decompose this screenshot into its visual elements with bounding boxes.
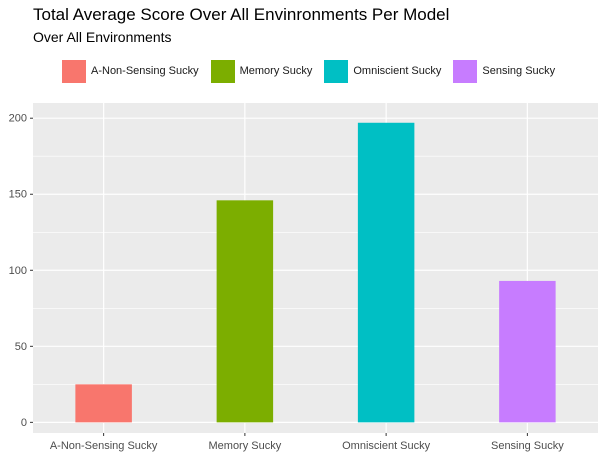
legend-item: Sensing Sucky [453, 59, 556, 83]
x-tick-label: Sensing Sucky [491, 440, 564, 452]
legend-item: Memory Sucky [210, 59, 313, 83]
legend-key [453, 59, 478, 83]
y-tick-label: 100 [9, 265, 27, 277]
legend-label: Omniscient Sucky [353, 65, 442, 77]
x-tick-label: Omniscient Sucky [342, 440, 431, 452]
bar-3 [357, 122, 415, 423]
legend-key [62, 59, 86, 83]
y-tick-label: 200 [9, 113, 27, 125]
chart-legend: A-Non-Sensing Sucky Memory Sucky Omniscien… [62, 59, 567, 83]
legend-key [324, 59, 349, 83]
y-tick-label: 150 [9, 189, 27, 201]
legend-item: Omniscient Sucky [324, 59, 442, 83]
legend-label: A-Non-Sensing Sucky [91, 65, 199, 77]
legend-label: Sensing Sucky [482, 65, 556, 77]
y-tick-label: 0 [21, 417, 27, 429]
y-tick-label: 50 [15, 341, 27, 353]
legend-label: Memory Sucky [239, 65, 313, 77]
chart-title: Total Average Score Over All Envinronmen… [33, 5, 450, 24]
x-tick-label: Memory Sucky [209, 440, 282, 452]
bar-2 [216, 200, 274, 423]
bar-4 [499, 280, 556, 423]
bar-1 [75, 384, 132, 423]
x-tick-label: A-Non-Sensing Sucky [50, 440, 158, 452]
chart-subtitle: Over All Environments [33, 29, 172, 45]
legend-key [210, 59, 235, 83]
legend-item: A-Non-Sensing Sucky [62, 59, 199, 83]
